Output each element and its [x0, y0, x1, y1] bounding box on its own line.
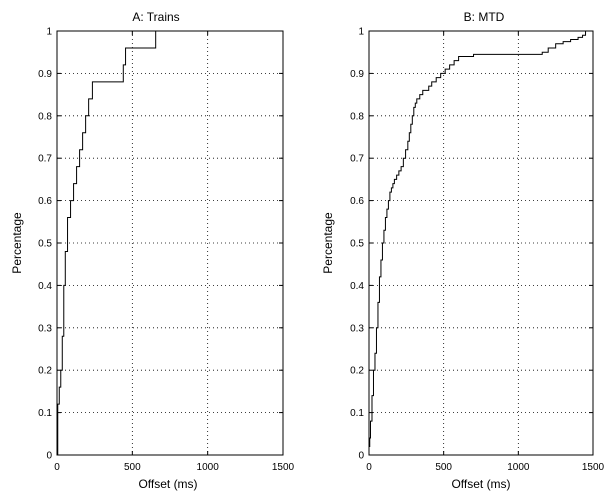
- chart-b-ytick-label: 0.2: [350, 366, 364, 377]
- chart-a-cdf-line: [57, 31, 157, 455]
- chart-b-ytick-label: 0.4: [350, 281, 364, 292]
- chart-b-xlabel: Offset (ms): [451, 477, 510, 491]
- chart-a-title: A: Trains: [132, 10, 179, 24]
- chart-a-ytick-label: 1: [46, 27, 52, 38]
- chart-b-title: B: MTD: [464, 10, 505, 24]
- chart-b-series: [368, 31, 587, 455]
- chart-b-xtick-label: 1000: [507, 462, 530, 473]
- chart-a-ytick-label: 0.7: [38, 154, 52, 165]
- chart-a-xlabel: Offset (ms): [138, 477, 197, 491]
- chart-a-ylabel: Percentage: [10, 212, 24, 274]
- chart-b-ylabel: Percentage: [321, 212, 335, 274]
- chart-b-cdf-line: [368, 31, 587, 455]
- chart-a-series: [57, 31, 157, 455]
- chart-b-axes: 0 500 1000 1500 0 0.1 0.2 0.3 0.4 0.5 0.6 0.7 0.8 0.9…: [350, 27, 604, 474]
- chart-b-ytick-label: 0.3: [350, 323, 364, 334]
- chart-a-grid: [57, 31, 283, 455]
- chart-a-xtick-label: 500: [124, 462, 141, 473]
- chart-a-ytick-label: 0.3: [38, 323, 52, 334]
- chart-b-ytick-label: 0.6: [350, 196, 364, 207]
- chart-b-ytick-label: 0.1: [350, 408, 364, 419]
- chart-b-grid: [369, 31, 593, 455]
- chart-a-ytick-label: 0.1: [38, 408, 52, 419]
- chart-a-ytick-label: 0.5: [38, 239, 52, 250]
- chart-b-ytick-label: 0.7: [350, 154, 364, 165]
- chart-a-ytick-label: 0.9: [38, 69, 52, 80]
- chart-b-ytick-label: 1: [358, 27, 364, 38]
- chart-a-ytick-label: 0.4: [38, 281, 52, 292]
- chart-a-axes: 0 500 1000 1500 0 0.1 0.2 0.3 0.4 0.5 0.6 0.7 0.8 0.9…: [38, 27, 294, 474]
- chart-b-ytick-label: 0: [358, 451, 364, 462]
- chart-b-ytick-label: 0.8: [350, 111, 364, 122]
- chart-a-trains: 0 500 1000 1500 0 0.1 0.2 0.3 0.4 0.5 0.6 0.7 0.8 0.9…: [10, 10, 295, 491]
- chart-a-xtick-label: 1500: [272, 462, 295, 473]
- chart-a-ytick-label: 0.2: [38, 366, 52, 377]
- chart-b-ytick-label: 0.5: [350, 239, 364, 250]
- chart-a-xtick-label: 1000: [197, 462, 220, 473]
- chart-b-xtick-label: 0: [366, 462, 372, 473]
- chart-b-xtick-label: 1500: [582, 462, 605, 473]
- chart-a-ytick-label: 0.6: [38, 196, 52, 207]
- chart-a-ytick-label: 0: [46, 451, 52, 462]
- chart-b-ytick-label: 0.9: [350, 69, 364, 80]
- chart-b-mtd: 0 500 1000 1500 0 0.1 0.2 0.3 0.4 0.5 0.6 0.7 0.8 0.9…: [321, 10, 605, 491]
- chart-a-ytick-label: 0.8: [38, 111, 52, 122]
- chart-a-xtick-label: 0: [54, 462, 60, 473]
- chart-b-xtick-label: 500: [435, 462, 452, 473]
